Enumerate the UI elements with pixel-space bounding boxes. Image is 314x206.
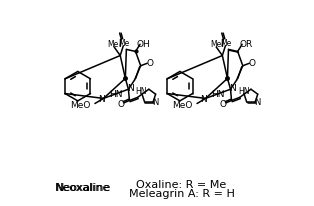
Text: Meleagrin A: R = H: Meleagrin A: R = H bbox=[129, 188, 235, 198]
Text: N: N bbox=[254, 98, 260, 107]
Text: O: O bbox=[117, 99, 124, 109]
Text: Me: Me bbox=[108, 40, 119, 49]
Text: MeO: MeO bbox=[70, 100, 90, 109]
Text: O: O bbox=[249, 59, 256, 68]
Text: HN: HN bbox=[238, 86, 249, 95]
Text: Me: Me bbox=[118, 38, 130, 47]
Text: Neoxaline: Neoxaline bbox=[55, 182, 110, 192]
Text: MeO: MeO bbox=[172, 100, 192, 109]
Text: HN: HN bbox=[211, 89, 225, 98]
Text: Oxaline: R = Me: Oxaline: R = Me bbox=[136, 179, 227, 189]
Text: HN: HN bbox=[136, 86, 147, 95]
Text: N: N bbox=[200, 95, 207, 103]
Text: Neoxaline: Neoxaline bbox=[55, 182, 111, 192]
Text: O: O bbox=[147, 59, 154, 68]
Text: HN: HN bbox=[109, 89, 123, 98]
Text: N: N bbox=[152, 98, 158, 107]
Text: Me: Me bbox=[210, 40, 221, 49]
Text: N: N bbox=[98, 95, 105, 103]
Text: OH: OH bbox=[137, 39, 150, 48]
Text: N: N bbox=[230, 84, 236, 93]
Text: O: O bbox=[219, 99, 226, 109]
Text: Me: Me bbox=[221, 38, 232, 47]
Text: OR: OR bbox=[239, 39, 252, 48]
Text: N: N bbox=[127, 84, 134, 93]
